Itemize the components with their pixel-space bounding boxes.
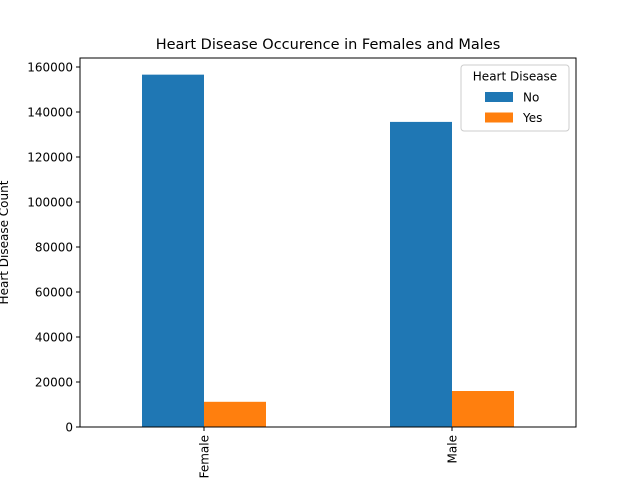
legend-title: Heart Disease [473, 70, 557, 84]
legend-swatch-yes [485, 112, 513, 123]
x-axis: Female Male [198, 427, 460, 478]
plot-area-frame [79, 57, 577, 428]
chart-title: Heart Disease Occurence in Females and M… [156, 37, 501, 53]
y-tick-label: 160000 [27, 61, 73, 75]
y-tick-label: 80000 [35, 241, 73, 255]
y-tick-label: 0 [65, 421, 73, 435]
legend-label-yes: Yes [522, 111, 542, 125]
bar-no-male [390, 121, 452, 428]
y-tick-label: 120000 [27, 151, 73, 165]
y-tick-label: 100000 [27, 196, 73, 210]
y-axis: 0 20000 40000 60000 80000 100000 120000 140000 1… [27, 61, 80, 435]
legend: Heart Disease No Yes [460, 64, 570, 132]
legend-swatch-no [485, 92, 513, 102]
y-tick-label: 40000 [35, 331, 73, 345]
bar-no-female [142, 74, 204, 428]
y-tick-label: 20000 [35, 376, 73, 390]
bar-yes-male [452, 391, 514, 427]
y-tick-label: 60000 [35, 286, 73, 300]
legend-label-no: No [523, 91, 539, 105]
y-axis-label: Heart Disease Count [0, 180, 11, 304]
x-tick-label-male: Male [446, 435, 460, 463]
y-tick-label: 140000 [27, 106, 73, 120]
x-tick-label-female: Female [198, 435, 212, 478]
bars-group [142, 74, 514, 428]
bar-yes-female [204, 401, 266, 427]
